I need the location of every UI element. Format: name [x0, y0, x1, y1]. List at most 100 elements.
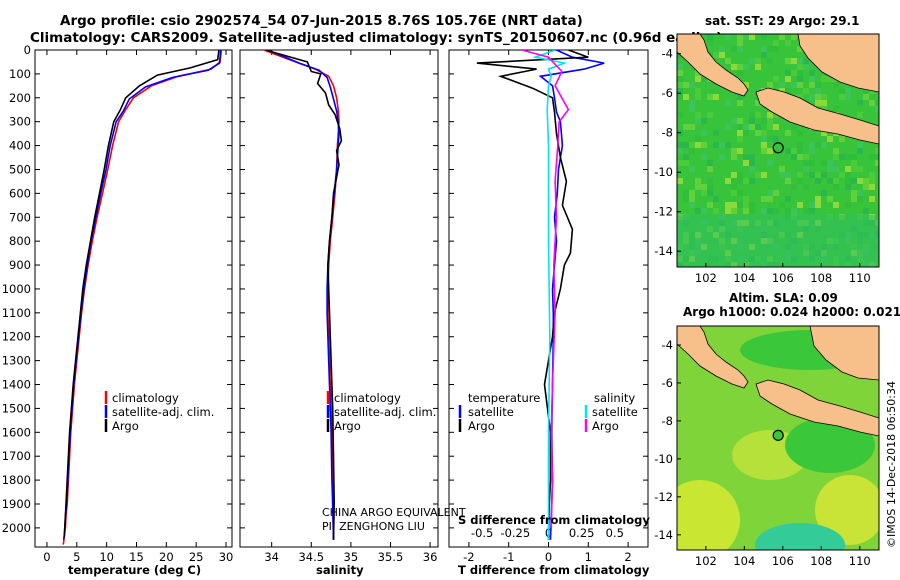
sst-pixel: [677, 76, 683, 82]
y-tick-label: 1600: [2, 425, 31, 439]
sst-pixel: [677, 142, 683, 148]
sst-pixel: [851, 166, 857, 172]
sla-map-title: Altim. SLA: 0.09: [729, 291, 838, 305]
sst-pixel: [743, 178, 749, 184]
x-tick-label: 35: [344, 550, 359, 564]
sst-pixel: [719, 142, 725, 148]
sst-pixel: [677, 88, 683, 94]
sst-pixel: [779, 166, 785, 172]
y-tick-label: 0: [24, 43, 31, 57]
y-tick-label: 1700: [2, 449, 31, 463]
sst-pixel: [695, 70, 701, 76]
sst-land-sumatra: [677, 34, 749, 97]
sst-pixel: [797, 148, 803, 154]
sla-cyan-patch: [755, 523, 845, 550]
sst-pixel: [845, 166, 851, 172]
sst-pixel: [809, 172, 815, 178]
sst-pixel: [731, 190, 737, 196]
sst-pixel: [869, 178, 875, 184]
sst-pixel: [725, 34, 731, 40]
sst-pixel: [749, 160, 755, 166]
sst-pixel: [821, 190, 827, 196]
sst-pixel: [791, 70, 797, 76]
sst-pixel: [677, 160, 683, 166]
sst-pixel: [791, 58, 797, 64]
sst-pixel: [749, 202, 755, 208]
sst-pixel: [761, 136, 767, 142]
sst-pixel: [815, 196, 821, 202]
sst-pixel: [731, 202, 737, 208]
sst-pixel: [785, 130, 791, 136]
sst-pixel: [737, 124, 743, 130]
sla-yellow-patch-east: [815, 475, 879, 545]
map-x-tick-label: 102: [695, 554, 717, 568]
legend-label-argo: Argo: [334, 419, 361, 433]
sst-pixel: [857, 112, 863, 118]
sst-pixel: [821, 160, 827, 166]
x-tick-label: 1: [585, 550, 592, 564]
map-y-tick-label: -6: [662, 86, 673, 100]
map-x-tick-label: 106: [772, 554, 794, 568]
x-tick-label: -2: [463, 550, 474, 564]
map-y-tick-label: -12: [654, 490, 673, 504]
salinity-xlabel: salinity: [316, 563, 364, 577]
sst-pixel: [767, 118, 773, 124]
legend-title-temperature: temperature: [468, 391, 540, 405]
sst-pixel: [821, 94, 827, 100]
sst-pixel: [875, 148, 879, 154]
sst-pixel: [701, 118, 707, 124]
y-tick-label: 1500: [2, 401, 31, 415]
sst-pixel: [833, 202, 839, 208]
sst-pixel: [779, 202, 785, 208]
sst-pixel: [827, 178, 833, 184]
map-y-tick-label: -8: [662, 126, 673, 140]
sst-pixel: [683, 160, 689, 166]
sst-pixel: [851, 196, 857, 202]
sla-map-axes: 102 104 106 108 110 -4 -6 -8 -10 -12 -14: [654, 338, 871, 568]
sst-pixel: [713, 196, 719, 202]
temperature-legend: climatology satellite-adj. clim. Argo: [104, 391, 214, 433]
y-tick-label: 1200: [2, 330, 31, 344]
sst-pixel: [719, 154, 725, 160]
sst-pixel: [767, 82, 773, 88]
sst-pixel: [773, 40, 779, 46]
sst-map-title: sat. SST: 29 Argo: 29.1: [705, 14, 859, 28]
sst-pixel: [797, 94, 803, 100]
sst-pixel: [731, 178, 737, 184]
sst-pixel: [839, 94, 845, 100]
sst-pixel: [743, 124, 749, 130]
sst-pixel: [797, 172, 803, 178]
y-tick-label: 600: [9, 186, 31, 200]
map-x-tick-label: 110: [849, 271, 871, 285]
sst-pixel: [707, 166, 713, 172]
sst-pixel: [761, 148, 767, 154]
sst-pixel: [707, 160, 713, 166]
sst-pixel: [839, 172, 845, 178]
x-tick-label: -1: [503, 550, 514, 564]
sst-pixel: [737, 178, 743, 184]
sla-green-patch: [785, 417, 875, 473]
sst-pixel: [803, 208, 809, 214]
sst-pixel: [737, 190, 743, 196]
sst-pixel: [713, 94, 719, 100]
map-x-tick-label: 108: [810, 554, 832, 568]
sst-pixel: [845, 178, 851, 184]
sst-pixel: [749, 166, 755, 172]
y-tick-label: 1300: [2, 354, 31, 368]
sst-pixel: [767, 124, 773, 130]
sst-pixel: [731, 172, 737, 178]
sst-pixel: [689, 202, 695, 208]
map-x-tick-label: 104: [733, 271, 755, 285]
sst-pixel: [857, 100, 863, 106]
sla-land-kalimantan: [809, 326, 879, 381]
sst-pixel: [797, 46, 803, 52]
sst-pixel: [869, 196, 875, 202]
sst-pixel: [767, 148, 773, 154]
sst-pixel: [755, 124, 761, 130]
sst-pixel: [761, 142, 767, 148]
sst-pixel: [701, 142, 707, 148]
x-tick-label: 34.5: [298, 550, 324, 564]
map-x-tick-label: 108: [810, 271, 832, 285]
sst-pixel: [749, 208, 755, 214]
sst-pixel: [683, 196, 689, 202]
